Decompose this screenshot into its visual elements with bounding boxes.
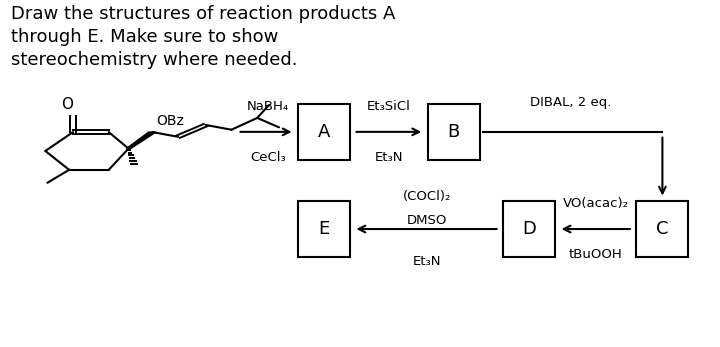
Text: NaBH₄: NaBH₄ [247,100,289,113]
Text: B: B [447,123,460,141]
Bar [298,104,350,160]
Text: (COCl)₂: (COCl)₂ [402,190,451,203]
Text: A: A [318,123,330,141]
Text: OBz: OBz [156,114,184,128]
Text: Et₃N: Et₃N [374,151,403,164]
Text: DMSO: DMSO [406,214,447,227]
Text: O: O [61,97,73,112]
Bar [298,201,350,257]
Bar [636,201,688,257]
Bar [428,104,480,160]
Text: CeCl₃: CeCl₃ [250,151,286,164]
Text: DIBAL, 2 eq.: DIBAL, 2 eq. [530,96,612,109]
Text: tBuOOH: tBuOOH [569,248,623,261]
Text: Et₃N: Et₃N [413,255,441,268]
Polygon shape [127,132,156,149]
Text: VO(acac)₂: VO(acac)₂ [563,197,629,210]
Text: Et₃SiCl: Et₃SiCl [367,100,410,113]
Bar [503,201,555,257]
Text: D: D [522,220,536,238]
Text: Draw the structures of reaction products A
through E. Make sure to show
stereoch: Draw the structures of reaction products… [11,5,395,69]
Text: C: C [656,220,669,238]
Text: E: E [318,220,330,238]
